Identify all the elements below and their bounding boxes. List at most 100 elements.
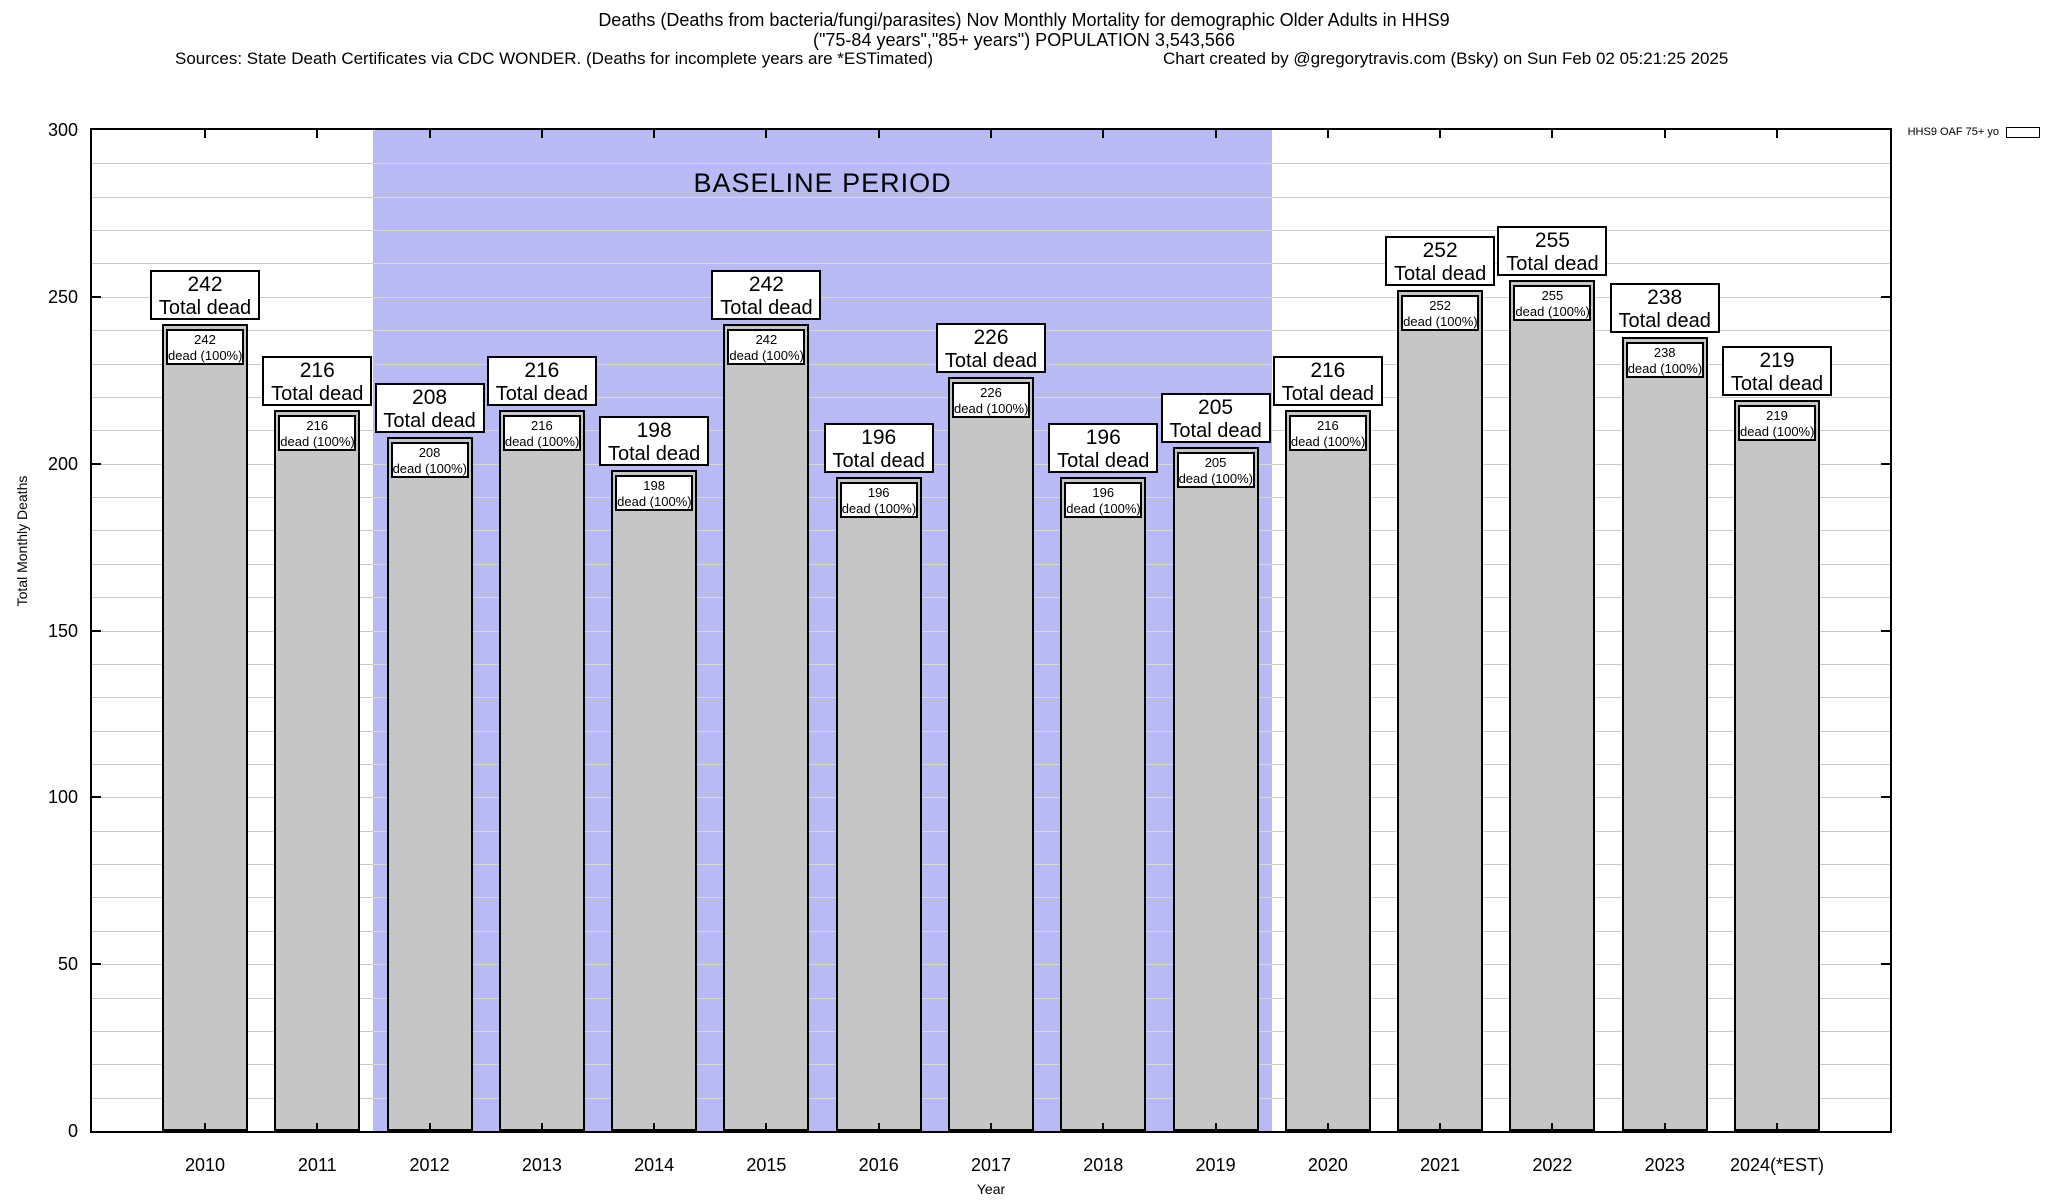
- gridline: [373, 163, 1272, 165]
- bar-inner-value: 198: [643, 478, 665, 494]
- bar-inner-value: 238: [1653, 344, 1676, 360]
- x-axis-tick: [316, 1123, 319, 1131]
- x-tick-label-2021: 2021: [1420, 1155, 1461, 1175]
- x-axis-tick: [1439, 1123, 1442, 1131]
- bar-total-text: Total dead: [832, 450, 925, 472]
- gridline: [373, 263, 1272, 265]
- bar-inner-value: 242: [194, 331, 216, 347]
- bar-inner-label-2022: 255 dead (100%): [1513, 285, 1592, 322]
- gridline: [373, 930, 1272, 932]
- bar-2019: [1172, 446, 1259, 1131]
- bar-total-label-2019: 205 Total dead: [1160, 392, 1271, 443]
- bar-inner-text: dead (100%): [729, 347, 804, 363]
- bars-layer: 242 Total dead 242 dead (100%) 216 Total dead…: [92, 130, 1890, 1131]
- y-axis-tick: [92, 796, 101, 799]
- gridline: [373, 797, 1272, 799]
- baseline-period-label: BASELINE PERIOD: [693, 168, 952, 198]
- bar-total-text: Total dead: [271, 383, 364, 406]
- bar-inner-text: dead (100%): [954, 400, 1029, 416]
- bar-inner-label-2014: 198 dead (100%): [615, 475, 694, 512]
- bar-2020: [1284, 410, 1371, 1131]
- bar-inner-text: dead (100%): [1627, 360, 1703, 376]
- gridline: [373, 363, 1272, 365]
- bar-inner-value: 255: [1541, 288, 1564, 304]
- bar-2022: [1509, 280, 1596, 1131]
- x-axis-tick: [1102, 1123, 1105, 1131]
- y-axis-tick: [1881, 796, 1890, 799]
- bar-total-label-2013: 216 Total dead: [486, 356, 597, 407]
- legend: HHS9 OAF 75+ yo: [1908, 126, 2040, 138]
- axis-ticks-layer: [92, 130, 1890, 1131]
- bar-2015: [723, 323, 810, 1131]
- gridline: [373, 430, 1272, 432]
- bar-total-value: 252: [1422, 239, 1458, 263]
- bar-inner-text: dead (100%): [617, 494, 692, 510]
- bar-inner-value: 196: [867, 485, 890, 500]
- x-axis-tick: [653, 1123, 656, 1131]
- bar-inner-text: dead (100%): [392, 460, 468, 476]
- gridline: [373, 1064, 1272, 1066]
- gridline: [373, 463, 1272, 465]
- bar-total-label-2017: 226 Total dead: [936, 322, 1046, 373]
- x-axis-tick: [1663, 130, 1666, 138]
- gridline: [373, 897, 1272, 899]
- bar-total-text: Total dead: [944, 349, 1038, 372]
- x-axis-tick: [1776, 130, 1778, 138]
- y-tick-label-50: 50: [57, 954, 78, 975]
- bar-total-label-2012: 208 Total dead: [374, 382, 485, 433]
- bar-inner-value: 216: [1316, 418, 1339, 434]
- x-axis-tick: [1102, 130, 1105, 138]
- bar-inner-value: 196: [1092, 485, 1115, 500]
- bar-inner-label-2024(*EST): 219 dead (100%): [1738, 405, 1816, 442]
- bar-inner-label-2012: 208 dead (100%): [390, 441, 469, 478]
- bar-total-label-2024(*EST): 219 Total dead: [1722, 346, 1832, 397]
- bar-total-value: 196: [1085, 426, 1121, 449]
- bar-inner-label-2019: 205 dead (100%): [1176, 451, 1255, 488]
- x-axis-tick: [765, 1123, 768, 1131]
- bar-2017: [948, 376, 1034, 1131]
- bar-2010: [162, 323, 248, 1131]
- bar-inner-text: dead (100%): [841, 501, 917, 516]
- x-axis-tick: [1214, 1123, 1217, 1131]
- bar-inner-text: dead (100%): [1178, 470, 1254, 486]
- y-tick-label-100: 100: [47, 787, 78, 808]
- x-tick-label-2024(*EST): 2024(*EST): [1729, 1155, 1825, 1175]
- bar-total-text: Total dead: [607, 443, 701, 466]
- x-tick-label-2012: 2012: [409, 1155, 450, 1175]
- bar-2018: [1060, 477, 1147, 1131]
- x-tick-label-2014: 2014: [634, 1155, 675, 1175]
- x-tick-label-2019: 2019: [1195, 1155, 1236, 1175]
- x-axis-tick: [540, 1123, 543, 1131]
- x-axis-tick: [990, 1123, 992, 1131]
- x-axis-tick: [1776, 1123, 1778, 1131]
- y-tick-label-150: 150: [47, 620, 78, 641]
- bar-total-value: 198: [636, 419, 672, 443]
- bar-inner-text: dead (100%): [1290, 434, 1366, 450]
- x-axis-tick: [877, 130, 880, 138]
- bar-inner-value: 226: [980, 384, 1002, 400]
- x-axis-tick: [1439, 130, 1442, 138]
- gridline: [373, 763, 1272, 765]
- x-tick-label-2023: 2023: [1644, 1155, 1685, 1175]
- x-tick-label-2013: 2013: [521, 1155, 562, 1175]
- bar-total-value: 216: [1310, 359, 1346, 383]
- bar-2024(*EST): [1734, 400, 1820, 1131]
- bar-inner-text: dead (100%): [168, 347, 243, 363]
- chart-subtitle: ("75-84 years","85+ years") POPULATION 3…: [813, 30, 1235, 50]
- bar-total-label-2020: 216 Total dead: [1272, 356, 1383, 407]
- gridline: [373, 964, 1272, 966]
- x-tick-label-2015: 2015: [746, 1155, 787, 1175]
- y-tick-label-0: 0: [67, 1121, 78, 1141]
- bar-2023: [1621, 336, 1708, 1131]
- bar-inner-value: 208: [418, 444, 441, 460]
- bar-total-label-2022: 255 Total dead: [1497, 226, 1608, 277]
- y-axis-tick: [1881, 629, 1890, 632]
- x-axis-tick: [204, 1123, 206, 1131]
- bar-inner-label-2023: 238 dead (100%): [1625, 341, 1704, 378]
- x-axis-tick: [1326, 1123, 1329, 1131]
- gridline: [373, 630, 1272, 632]
- x-axis-tick: [1551, 1123, 1554, 1131]
- x-axis-tick: [877, 1123, 880, 1131]
- bar-inner-text: dead (100%): [1740, 424, 1815, 440]
- x-axis-tick: [765, 130, 768, 138]
